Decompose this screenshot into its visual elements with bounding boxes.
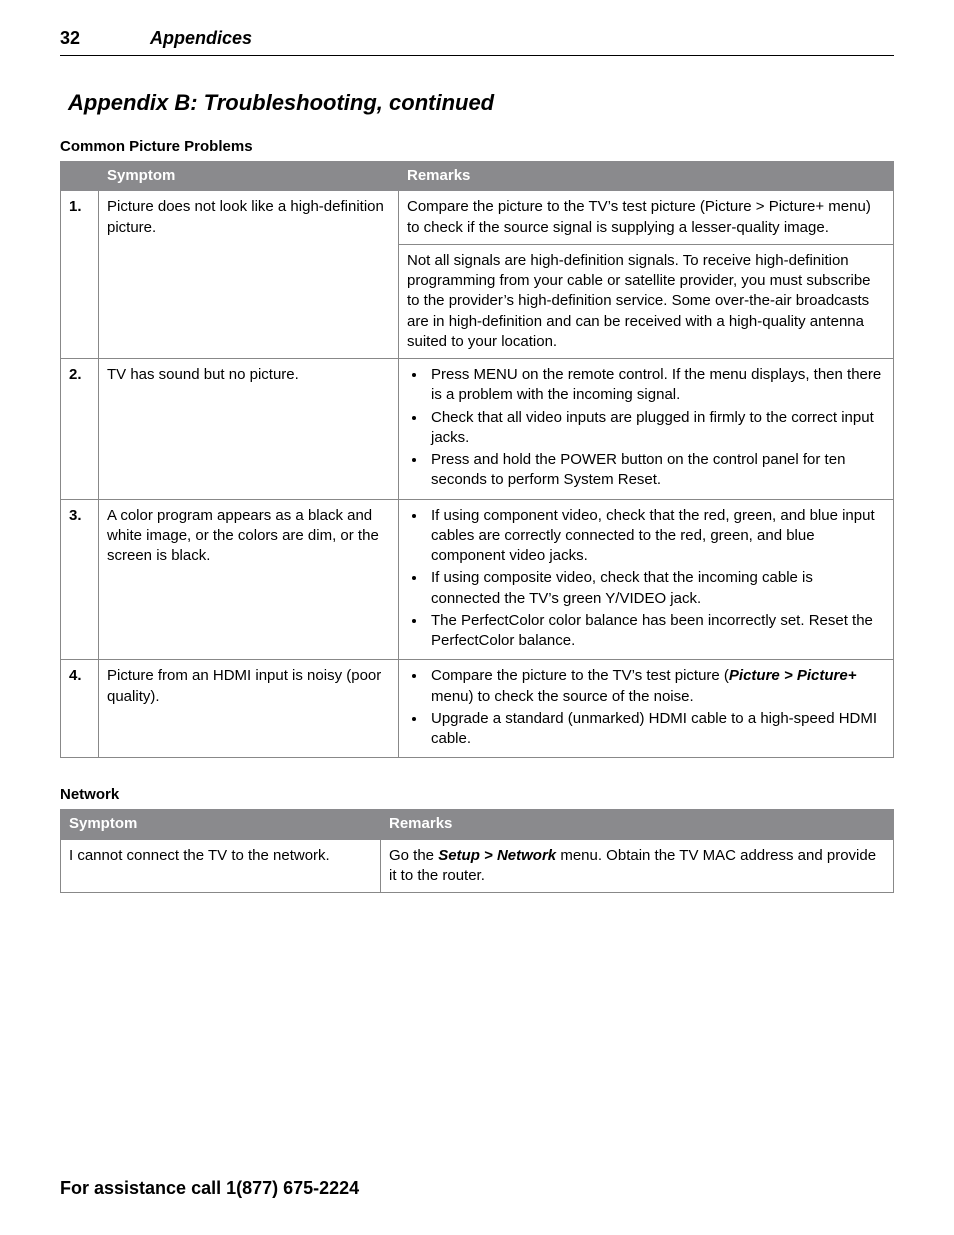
remarks-cell: Go the Setup > Network menu. Obtain the … xyxy=(381,839,894,893)
remarks-text-pre: Go the xyxy=(389,847,438,864)
th-remarks: Remarks xyxy=(399,162,894,191)
bullet-item: If using composite video, check that the… xyxy=(427,568,885,609)
symptom-cell: Picture from an HDMI input is noisy (poo… xyxy=(99,660,399,758)
bullet-text-post: menu) to check the source of the noise. xyxy=(431,688,694,705)
th-remarks: Remarks xyxy=(381,810,894,839)
bullet-item: Upgrade a standard (unmarked) HDMI cable… xyxy=(427,709,885,750)
bullet-item: If using component video, check that the… xyxy=(427,506,885,567)
remarks-cell: Not all signals are high-definition sign… xyxy=(399,244,894,358)
remarks-paragraph: Not all signals are high-definition sign… xyxy=(407,251,885,352)
table-row: 1. Picture does not look like a high-def… xyxy=(61,191,894,245)
remarks-bullets: Compare the picture to the TV’s test pic… xyxy=(407,666,885,749)
table-header-row: Symptom Remarks xyxy=(61,810,894,839)
symptom-cell: I cannot connect the TV to the network. xyxy=(61,839,381,893)
remarks-cell: Compare the picture to the TV’s test pic… xyxy=(399,660,894,758)
th-blank xyxy=(61,162,99,191)
table-row: 3. A color program appears as a black an… xyxy=(61,499,894,660)
spacer xyxy=(60,758,894,786)
remarks-cell: Press MENU on the remote control. If the… xyxy=(399,359,894,500)
section-name: Appendices xyxy=(150,28,252,49)
row-number: 1. xyxy=(61,191,99,245)
remarks-bullets: Press MENU on the remote control. If the… xyxy=(407,365,885,491)
remarks-bullets: If using component video, check that the… xyxy=(407,506,885,652)
page: 32 Appendices Appendix B: Troubleshootin… xyxy=(0,0,954,1235)
table-network: Symptom Remarks I cannot connect the TV … xyxy=(60,809,894,893)
remarks-cell: If using component video, check that the… xyxy=(399,499,894,660)
page-header: 32 Appendices xyxy=(60,28,894,56)
bullet-text-pre: Upgrade a standard (unmarked) HDMI cable… xyxy=(431,710,877,747)
remarks-paragraph: Compare the picture to the TV’s test pic… xyxy=(407,197,885,238)
symptom-cell: Picture does not look like a high-defini… xyxy=(99,191,399,245)
table-heading-picture: Common Picture Problems xyxy=(60,138,894,155)
bullet-item: Check that all video inputs are plugged … xyxy=(427,408,885,449)
symptom-cell: A color program appears as a black and w… xyxy=(99,499,399,660)
symptom-cell: TV has sound but no picture. xyxy=(99,359,399,500)
table-heading-network: Network xyxy=(60,786,894,803)
table-row: I cannot connect the TV to the network. … xyxy=(61,839,894,893)
appendix-title: Appendix B: Troubleshooting, continued xyxy=(68,90,894,116)
bullet-text-em: Picture > Picture+ xyxy=(729,667,857,684)
bullet-item: Press MENU on the remote control. If the… xyxy=(427,365,885,406)
row-number-cont xyxy=(61,244,99,358)
th-symptom: Symptom xyxy=(99,162,399,191)
row-number: 4. xyxy=(61,660,99,758)
table-row: 4. Picture from an HDMI input is noisy (… xyxy=(61,660,894,758)
remarks-text-em: Setup > Network xyxy=(438,847,556,864)
symptom-cell-cont xyxy=(99,244,399,358)
footer-assistance: For assistance call 1(877) 675-2224 xyxy=(60,1178,359,1199)
row-number: 2. xyxy=(61,359,99,500)
bullet-text-pre: Compare the picture to the TV’s test pic… xyxy=(431,667,729,684)
table-header-row: Symptom Remarks xyxy=(61,162,894,191)
th-symptom: Symptom xyxy=(61,810,381,839)
table-row: Not all signals are high-definition sign… xyxy=(61,244,894,358)
row-number: 3. xyxy=(61,499,99,660)
bullet-item: Compare the picture to the TV’s test pic… xyxy=(427,666,885,707)
table-picture-problems: Symptom Remarks 1. Picture does not look… xyxy=(60,161,894,758)
bullet-item: Press and hold the POWER button on the c… xyxy=(427,450,885,491)
table-row: 2. TV has sound but no picture. Press ME… xyxy=(61,359,894,500)
bullet-item: The PerfectColor color balance has been … xyxy=(427,611,885,652)
remarks-cell: Compare the picture to the TV’s test pic… xyxy=(399,191,894,245)
page-number: 32 xyxy=(60,28,150,49)
